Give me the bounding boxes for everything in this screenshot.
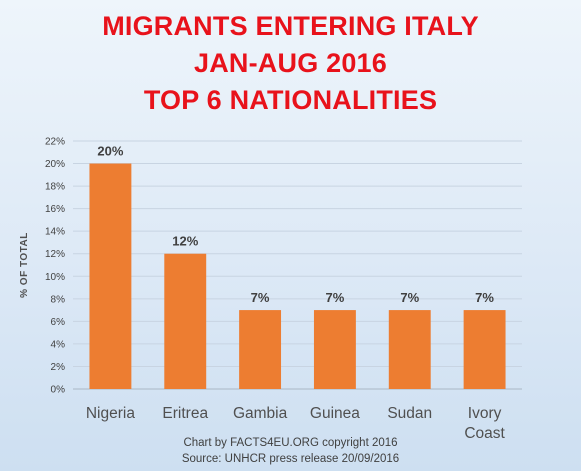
data-label: 7% <box>475 290 494 305</box>
y-tick-label: 4% <box>51 339 66 350</box>
category-label: Guinea <box>310 405 360 422</box>
chart-credit: Chart by FACTS4EU.ORG copyright 2016 <box>183 437 398 449</box>
chart-source: Source: UNHCR press release 20/09/2016 <box>181 453 400 465</box>
title-line-3: TOP 6 NATIONALITIES <box>143 85 438 115</box>
bar <box>89 163 132 389</box>
y-tick-label: 12% <box>45 249 65 260</box>
y-tick-label: 14% <box>45 227 65 238</box>
y-tick-label: 10% <box>45 272 65 283</box>
data-label: 20% <box>97 144 123 159</box>
data-label: 7% <box>400 290 419 305</box>
y-tick-label: 18% <box>45 182 65 193</box>
bar <box>239 310 282 389</box>
category-label: Sudan <box>387 405 432 422</box>
title-line-2: JAN-AUG 2016 <box>194 48 387 78</box>
bar <box>313 310 356 389</box>
y-tick-label: 2% <box>51 362 66 373</box>
y-tick-label: 8% <box>51 294 66 305</box>
category-label: Eritrea <box>162 405 208 422</box>
bar <box>463 310 506 389</box>
data-label: 7% <box>326 290 345 305</box>
bar <box>164 253 207 389</box>
title-line-1: MIGRANTS ENTERING ITALY <box>102 11 479 41</box>
y-tick-label: 22% <box>45 137 65 148</box>
category-label: Gambia <box>233 405 288 422</box>
category-label: Ivory <box>468 405 502 422</box>
category-label: Coast <box>464 425 505 442</box>
y-tick-label: 0% <box>51 385 66 396</box>
category-label: Nigeria <box>86 405 135 422</box>
y-axis-label: % OF TOTAL <box>19 232 30 298</box>
data-label: 7% <box>251 290 270 305</box>
chart-title: MIGRANTS ENTERING ITALY JAN-AUG 2016 TOP… <box>0 8 581 119</box>
y-tick-label: 16% <box>45 204 65 215</box>
bar <box>388 310 431 389</box>
y-tick-label: 6% <box>51 317 66 328</box>
y-tick-label: 20% <box>45 159 65 170</box>
data-label: 12% <box>172 234 198 249</box>
